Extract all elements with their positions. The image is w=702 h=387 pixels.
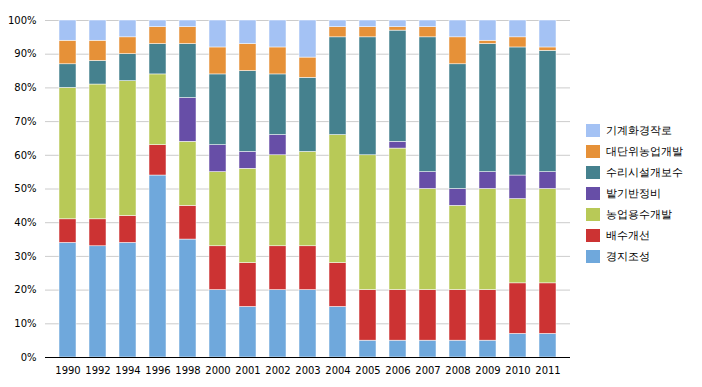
svg-text:1994: 1994 (115, 365, 140, 376)
svg-text:2007: 2007 (415, 365, 440, 376)
html-text:기계화경작로: 기계화경작로 (606, 124, 672, 137)
svg-text:80%: 80% (14, 82, 36, 93)
svg-text:1992: 1992 (85, 365, 110, 376)
svg-text:20%: 20% (14, 284, 36, 295)
html-text:배수개선: 배수개선 (606, 229, 650, 242)
svg-text:50%: 50% (14, 183, 36, 194)
svg-text:2006: 2006 (385, 365, 410, 376)
svg-text:2005: 2005 (355, 365, 380, 376)
svg-text:1996: 1996 (145, 365, 170, 376)
html-text:농업용수개발: 농업용수개발 (606, 208, 672, 221)
svg-text:2003: 2003 (295, 365, 320, 376)
html-text:밭기반정비: 밭기반정비 (606, 187, 661, 200)
svg-text:2009: 2009 (475, 365, 500, 376)
svg-text:2008: 2008 (445, 365, 470, 376)
html-text:수리시설개보수: 수리시설개보수 (606, 166, 683, 179)
svg-text:2010: 2010 (505, 365, 530, 376)
svg-text:60%: 60% (14, 150, 36, 161)
svg-text:40%: 40% (14, 217, 36, 228)
svg-text:2004: 2004 (325, 365, 350, 376)
svg-text:2000: 2000 (205, 365, 230, 376)
svg-text:90%: 90% (14, 48, 36, 59)
svg-text:2001: 2001 (235, 365, 260, 376)
html-text:대단위농업개발: 대단위농업개발 (606, 145, 683, 158)
svg-text:10%: 10% (14, 318, 36, 329)
svg-text:100%: 100% (8, 15, 37, 26)
svg-text:2002: 2002 (265, 365, 290, 376)
svg-text:0%: 0% (21, 352, 37, 363)
svg-text:30%: 30% (14, 251, 36, 262)
svg-text:1990: 1990 (55, 365, 80, 376)
svg-text:2011: 2011 (535, 365, 560, 376)
svg-text:1998: 1998 (175, 365, 200, 376)
html-text:경지조성: 경지조성 (606, 250, 650, 263)
svg-text:70%: 70% (14, 116, 36, 127)
